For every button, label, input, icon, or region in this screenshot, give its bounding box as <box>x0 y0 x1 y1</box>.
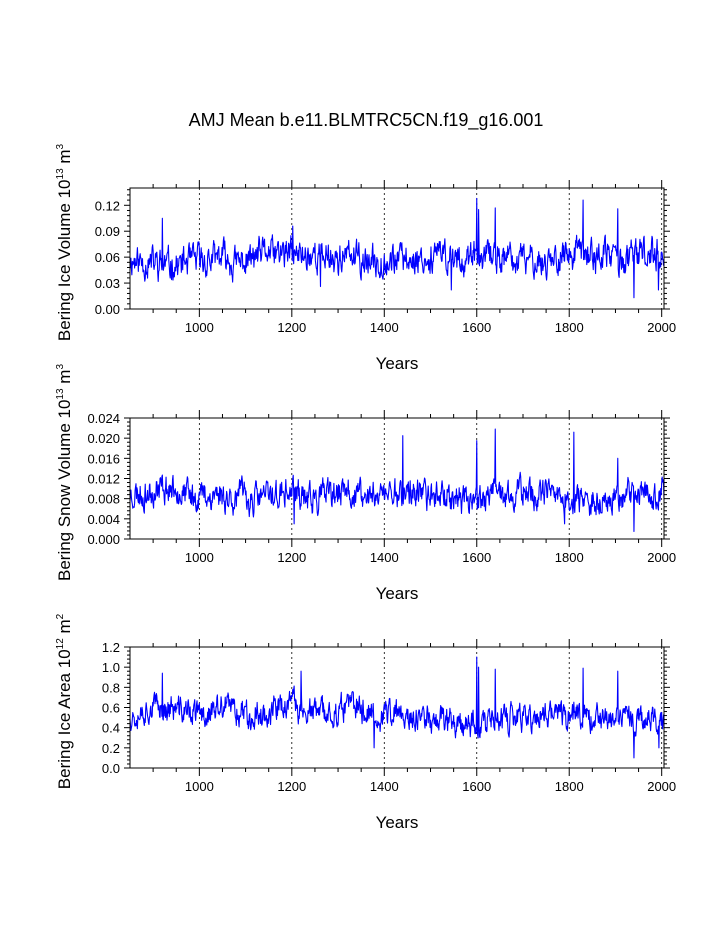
x-axis-title: Years <box>376 584 419 603</box>
x-tick-label: 1000 <box>185 779 214 794</box>
y-tick-label: 0.008 <box>87 492 120 507</box>
x-tick-label: 1600 <box>462 550 491 565</box>
y-tick-label: 0.8 <box>102 680 120 695</box>
x-tick-label: 1800 <box>555 779 584 794</box>
y-tick-label: 0.0 <box>102 761 120 776</box>
y-tick-label: 0.6 <box>102 701 120 716</box>
y-tick-label: 0.016 <box>87 451 120 466</box>
ticks <box>124 180 670 317</box>
y-axis-title-unit-exponent: 3 <box>55 364 66 370</box>
y-axis-title-unit: m <box>55 370 74 389</box>
data-line <box>129 428 665 532</box>
y-axis-title-exponent: 13 <box>55 388 66 400</box>
y-axis-title: Bering Ice Area 1012 m2 <box>55 613 74 789</box>
grid-lines <box>198 418 663 539</box>
panel-snow-volume: 1000 1200 1400 1600 1800 2000 0.000 0.004 0.008… <box>55 364 676 603</box>
x-tick-label: 1600 <box>462 320 491 335</box>
x-tick-label: 2000 <box>647 320 676 335</box>
panel-ice-volume: 1000 1200 1400 1600 1800 2000 0.000.030.060.0… <box>55 143 676 373</box>
x-axis-title: Years <box>376 813 419 832</box>
panel-ice-area: 1000 1200 1400 1600 1800 2000 0.0 0.2 0.4 0.6 0.8… <box>55 613 676 832</box>
ticks <box>124 639 670 776</box>
x-tick-labels: 1000 1200 1400 1600 1800 2000 <box>185 320 676 335</box>
x-tick-label: 1000 <box>185 550 214 565</box>
y-axis-title-unit: m <box>55 619 74 638</box>
x-tick-label: 1000 <box>185 320 214 335</box>
y-tick-label: 0.000 <box>87 532 120 547</box>
y-axis-title-unit-exponent: 2 <box>55 613 66 619</box>
y-tick-label: 0.4 <box>102 721 120 736</box>
x-tick-label: 1200 <box>277 320 306 335</box>
y-axis-title: Bering Snow Volume 1013 m3 <box>55 364 74 581</box>
x-tick-label: 2000 <box>647 779 676 794</box>
data-line <box>129 197 665 299</box>
y-tick-label: 1.2 <box>102 640 120 655</box>
y-tick-label: 0.2 <box>102 741 120 756</box>
y-tick-labels: 0.00 0.03 0.06 0.09 0.12 <box>95 198 120 317</box>
y-axis-title-exponent: 13 <box>55 168 66 180</box>
y-tick-label: 0.012 <box>87 472 120 487</box>
ticks <box>124 410 670 547</box>
x-tick-label: 1800 <box>555 320 584 335</box>
y-tick-label: 0.06 <box>95 250 120 265</box>
y-axis-title-unit-exponent: 3 <box>55 143 66 149</box>
figure-title: AMJ Mean b.e11.BLMTRC5CN.f19_g16.001 <box>189 110 544 131</box>
y-axis-title-unit: m <box>55 149 74 168</box>
y-axis-title-base: Bering Snow Volume 10 <box>55 400 74 581</box>
y-tick-label: 0.004 <box>87 512 120 527</box>
y-tick-label: 0.12 <box>95 198 120 213</box>
y-axis-title-exponent: 12 <box>55 638 66 650</box>
x-tick-label: 1600 <box>462 779 491 794</box>
x-tick-label: 1400 <box>370 550 399 565</box>
x-tick-label: 1200 <box>277 779 306 794</box>
x-tick-label: 1200 <box>277 550 306 565</box>
y-tick-label: 0.09 <box>95 224 120 239</box>
plot-frame <box>129 187 665 310</box>
data-line <box>129 656 665 759</box>
series-line <box>129 656 665 759</box>
x-tick-labels: 1000 1200 1400 1600 1800 2000 <box>185 779 676 794</box>
y-tick-label: 0.00 <box>95 302 120 317</box>
y-axis-title-base: Bering Ice Volume 10 <box>55 179 74 341</box>
y-tick-label: 1.0 <box>102 660 120 675</box>
y-axis-title-base: Bering Ice Area 10 <box>55 649 74 789</box>
y-tick-label: 0.03 <box>95 276 120 291</box>
x-tick-labels: 1000 1200 1400 1600 1800 2000 <box>185 550 676 565</box>
series-line <box>129 197 665 299</box>
y-tick-label: 0.024 <box>87 411 120 426</box>
y-axis-title: Bering Ice Volume 1013 m3 <box>55 143 74 341</box>
y-tick-labels: 0.0 0.2 0.4 0.6 0.8 1.0 1.2 <box>102 640 120 776</box>
y-tick-label: 0.020 <box>87 431 120 446</box>
x-axis-title: Years <box>376 354 419 373</box>
x-tick-label: 1400 <box>370 779 399 794</box>
series-line <box>129 428 665 532</box>
y-tick-labels: 0.000 0.004 0.008 0.012 0.016 0.020 0.024 <box>87 411 120 547</box>
x-tick-label: 1400 <box>370 320 399 335</box>
x-tick-label: 1800 <box>555 550 584 565</box>
grid-lines <box>198 647 663 768</box>
plot-frame <box>129 417 665 540</box>
x-tick-label: 2000 <box>647 550 676 565</box>
